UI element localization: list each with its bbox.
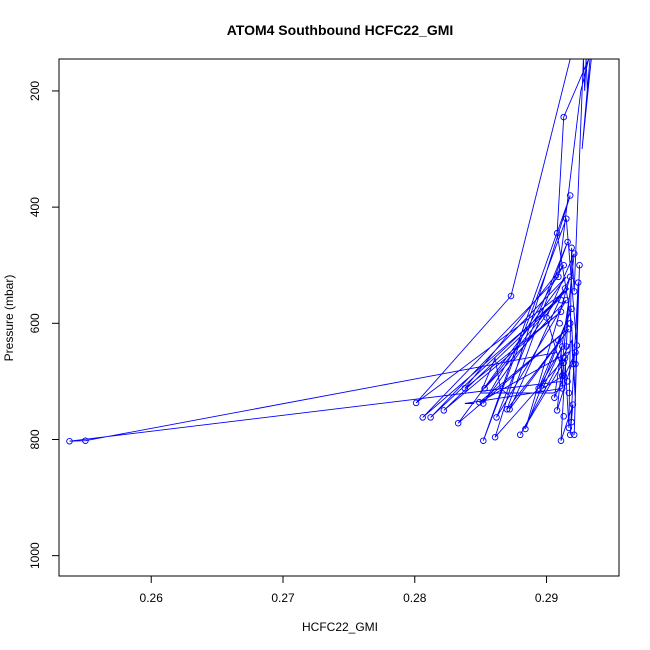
data-point xyxy=(561,354,569,362)
data-point xyxy=(555,273,562,281)
data-point xyxy=(440,407,448,414)
data-point xyxy=(481,385,488,392)
data-point xyxy=(570,431,578,439)
data-point xyxy=(576,261,583,269)
data-point xyxy=(560,261,567,269)
data-point xyxy=(516,431,524,439)
data-point xyxy=(568,418,575,426)
data-point xyxy=(565,389,573,397)
data-point xyxy=(564,238,571,246)
data-point xyxy=(555,337,562,344)
data-point xyxy=(570,288,578,295)
data-point xyxy=(569,360,577,368)
y-tick-label: 1000 xyxy=(28,542,42,569)
data-layer xyxy=(66,59,592,445)
data-point xyxy=(82,437,89,444)
data-point xyxy=(559,385,566,392)
chart-title: ATOM4 Southbound HCFC22_GMI xyxy=(227,22,454,38)
data-point xyxy=(427,414,434,421)
y-tick-label: 400 xyxy=(28,197,42,217)
data-point xyxy=(522,425,529,433)
data-point xyxy=(560,113,567,121)
data-point xyxy=(565,325,573,333)
data-point xyxy=(461,385,469,392)
x-tick-label: 0.26 xyxy=(140,591,164,605)
data-point xyxy=(566,320,574,327)
x-tick-label: 0.28 xyxy=(403,591,427,605)
data-point xyxy=(507,292,515,300)
series-line-1 xyxy=(464,356,563,404)
data-point xyxy=(419,414,426,421)
y-axis-label: Pressure (mbar) xyxy=(2,275,16,362)
data-point xyxy=(454,419,462,427)
data-point xyxy=(551,394,558,401)
data-point xyxy=(572,360,579,368)
data-point xyxy=(569,401,577,408)
plot-frame xyxy=(58,58,620,577)
data-point xyxy=(559,343,566,350)
data-point xyxy=(564,378,571,385)
data-point xyxy=(557,296,565,304)
data-point xyxy=(568,305,575,313)
data-point xyxy=(559,372,566,379)
data-point xyxy=(572,349,579,356)
y-tick-label: 600 xyxy=(28,313,42,333)
data-point xyxy=(543,314,550,321)
data-point xyxy=(539,385,546,392)
data-point xyxy=(566,273,574,281)
data-point xyxy=(568,244,575,252)
data-point xyxy=(560,413,567,420)
data-point xyxy=(66,437,73,445)
data-point xyxy=(556,320,563,327)
data-point xyxy=(563,215,570,222)
data-point xyxy=(503,406,511,413)
data-point xyxy=(573,342,581,349)
data-point xyxy=(574,279,582,286)
data-point xyxy=(480,437,487,444)
x-tick-label: 0.29 xyxy=(535,591,559,605)
data-point xyxy=(535,385,542,392)
data-point xyxy=(570,250,578,257)
data-point xyxy=(560,359,567,367)
series-line-2 xyxy=(69,346,565,442)
x-tick-label: 0.27 xyxy=(271,591,295,605)
data-point xyxy=(491,433,499,441)
data-point xyxy=(566,192,574,199)
data-point xyxy=(412,399,420,407)
data-point xyxy=(566,431,574,439)
axis-layer: 0.26 0.27 0.28 0.29 200 400 600 800 1000 xyxy=(28,81,559,605)
data-point xyxy=(476,399,483,406)
data-point xyxy=(557,437,565,444)
y-tick-label: 200 xyxy=(28,81,42,101)
data-point xyxy=(563,343,570,350)
data-point xyxy=(557,308,565,315)
data-point xyxy=(480,400,487,407)
y-tick-label: 800 xyxy=(28,429,42,449)
data-point xyxy=(561,285,569,292)
data-point xyxy=(506,406,513,413)
data-point xyxy=(493,414,500,421)
data-point xyxy=(553,230,561,237)
data-point xyxy=(553,407,561,414)
data-point xyxy=(565,424,573,432)
x-axis-label: HCFC22_GMI xyxy=(302,620,378,634)
